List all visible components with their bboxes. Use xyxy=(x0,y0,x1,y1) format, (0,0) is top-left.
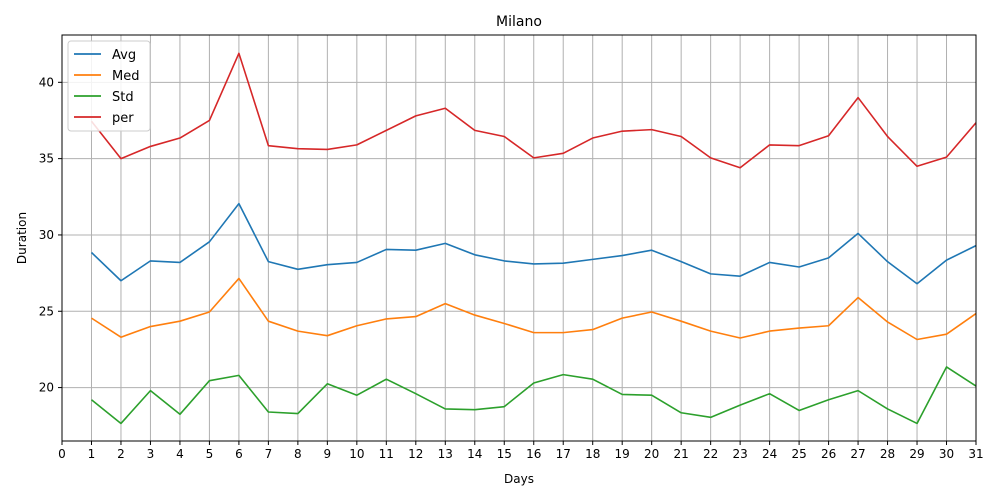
x-tick-label: 28 xyxy=(880,447,895,461)
x-tick-label: 1 xyxy=(88,447,96,461)
x-tick-label: 29 xyxy=(909,447,924,461)
x-tick-label: 8 xyxy=(294,447,302,461)
series-line-per xyxy=(90,52,977,169)
chart-title: Milano xyxy=(496,14,542,30)
x-tick-label: 18 xyxy=(585,447,600,461)
x-tick-label: 21 xyxy=(674,447,689,461)
legend-label-std: Std xyxy=(112,90,134,105)
x-tick-label: 5 xyxy=(206,447,214,461)
ticks: 0 1 2 3 4 5 6 7 8 9 10 11 12 13 14 15 16 17 18 19 20 21 22 23 24… xyxy=(39,75,984,461)
x-tick-label: 25 xyxy=(791,447,806,461)
x-tick-label: 19 xyxy=(615,447,630,461)
y-tick-label: 35 xyxy=(39,152,54,166)
x-tick-label: 9 xyxy=(324,447,332,461)
series-line-std xyxy=(90,366,977,425)
x-tick-label: 31 xyxy=(968,447,983,461)
x-tick-label: 2 xyxy=(117,447,125,461)
x-tick-label: 3 xyxy=(147,447,155,461)
x-tick-label: 23 xyxy=(732,447,747,461)
x-tick-label: 22 xyxy=(703,447,718,461)
y-tick-label: 40 xyxy=(39,75,54,89)
series-line-med xyxy=(91,277,977,341)
y-tick-label: 25 xyxy=(39,304,54,318)
x-tick-label: 24 xyxy=(762,447,777,461)
x-tick-label: 7 xyxy=(265,447,273,461)
x-tick-label: 12 xyxy=(408,447,423,461)
x-tick-label: 26 xyxy=(821,447,836,461)
x-tick-label: 16 xyxy=(526,447,541,461)
x-tick-label: 14 xyxy=(467,447,482,461)
y-axis-label: Duration xyxy=(15,212,29,264)
x-tick-label: 30 xyxy=(939,447,954,461)
x-tick-label: 17 xyxy=(556,447,571,461)
plot-frame xyxy=(61,34,977,442)
series-line-avg xyxy=(90,202,977,285)
x-tick-label: 27 xyxy=(850,447,865,461)
legend-label-med: Med xyxy=(112,69,139,84)
x-tick-label: 15 xyxy=(497,447,512,461)
x-tick-label: 0 xyxy=(58,447,66,461)
y-tick-label: 20 xyxy=(39,381,54,395)
legend-label-avg: Avg xyxy=(112,48,136,63)
y-tick-label: 30 xyxy=(39,228,54,242)
x-tick-label: 13 xyxy=(438,447,453,461)
x-tick-label: 6 xyxy=(235,447,243,461)
x-tick-label: 11 xyxy=(379,447,394,461)
x-tick-label: 10 xyxy=(349,447,364,461)
legend-box xyxy=(67,40,151,132)
legend: Avg Med Std per xyxy=(67,40,151,132)
series-layer xyxy=(90,52,977,425)
x-axis-label: Days xyxy=(504,472,534,486)
legend-label-per: per xyxy=(112,111,134,126)
x-tick-label: 4 xyxy=(176,447,184,461)
x-tick-label: 20 xyxy=(644,447,659,461)
